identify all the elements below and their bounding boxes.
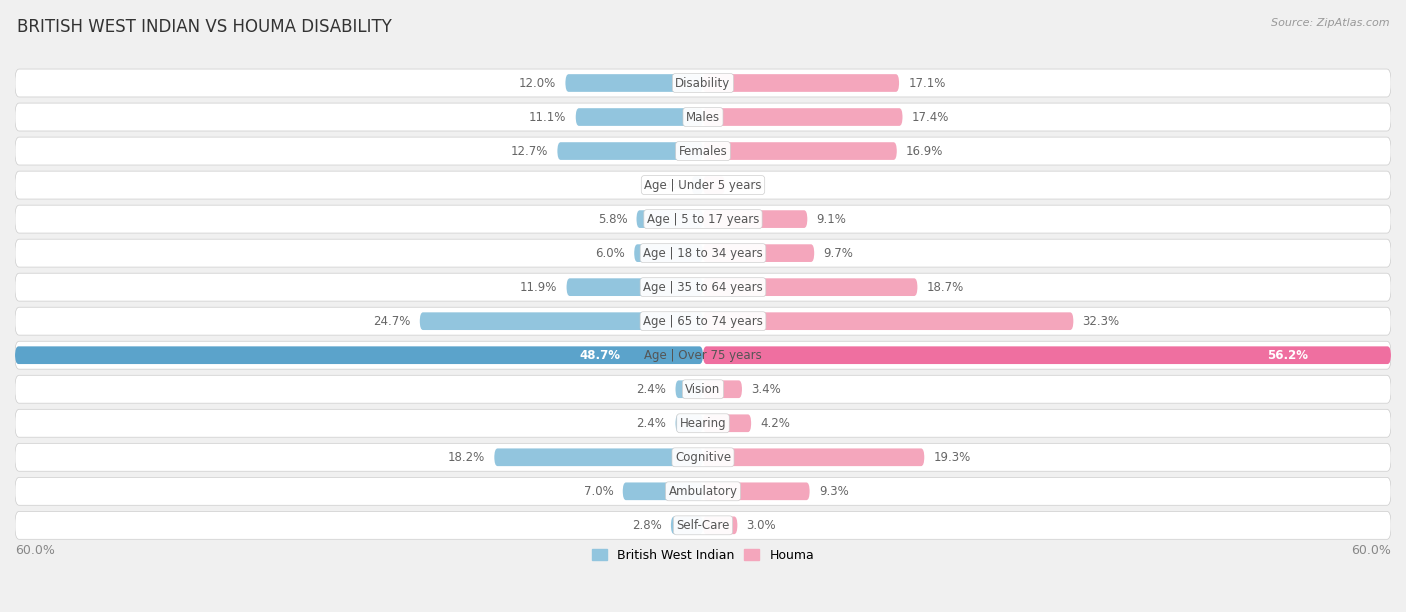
FancyBboxPatch shape (15, 375, 1391, 403)
FancyBboxPatch shape (703, 449, 924, 466)
Text: 60.0%: 60.0% (1351, 545, 1391, 558)
FancyBboxPatch shape (15, 69, 1391, 97)
Text: 9.3%: 9.3% (818, 485, 849, 498)
FancyBboxPatch shape (15, 477, 1391, 506)
Text: 18.2%: 18.2% (449, 451, 485, 464)
Text: Self-Care: Self-Care (676, 519, 730, 532)
Text: 48.7%: 48.7% (579, 349, 620, 362)
Text: Age | 65 to 74 years: Age | 65 to 74 years (643, 315, 763, 327)
FancyBboxPatch shape (703, 142, 897, 160)
FancyBboxPatch shape (637, 211, 703, 228)
FancyBboxPatch shape (634, 244, 703, 262)
Text: 6.0%: 6.0% (595, 247, 626, 259)
FancyBboxPatch shape (623, 482, 703, 500)
Text: 0.99%: 0.99% (645, 179, 682, 192)
Text: 12.7%: 12.7% (510, 144, 548, 157)
Text: Hearing: Hearing (679, 417, 727, 430)
FancyBboxPatch shape (15, 137, 1391, 165)
FancyBboxPatch shape (15, 443, 1391, 471)
Text: 60.0%: 60.0% (15, 545, 55, 558)
Text: 7.0%: 7.0% (583, 485, 613, 498)
Text: 11.1%: 11.1% (529, 111, 567, 124)
FancyBboxPatch shape (671, 517, 703, 534)
Text: BRITISH WEST INDIAN VS HOUMA DISABILITY: BRITISH WEST INDIAN VS HOUMA DISABILITY (17, 18, 392, 36)
Text: Males: Males (686, 111, 720, 124)
Text: 9.7%: 9.7% (824, 247, 853, 259)
Text: 12.0%: 12.0% (519, 76, 557, 89)
FancyBboxPatch shape (15, 409, 1391, 437)
Text: 5.8%: 5.8% (598, 212, 627, 226)
FancyBboxPatch shape (565, 74, 703, 92)
Legend: British West Indian, Houma: British West Indian, Houma (586, 544, 820, 567)
Text: Cognitive: Cognitive (675, 451, 731, 464)
FancyBboxPatch shape (15, 171, 1391, 199)
Text: 32.3%: 32.3% (1083, 315, 1119, 327)
FancyBboxPatch shape (557, 142, 703, 160)
Text: 3.4%: 3.4% (751, 382, 780, 396)
Text: 3.0%: 3.0% (747, 519, 776, 532)
FancyBboxPatch shape (15, 512, 1391, 539)
Text: 2.4%: 2.4% (637, 417, 666, 430)
Text: 4.2%: 4.2% (761, 417, 790, 430)
Text: 56.2%: 56.2% (1267, 349, 1309, 362)
Text: 11.9%: 11.9% (520, 281, 557, 294)
FancyBboxPatch shape (420, 312, 703, 330)
FancyBboxPatch shape (15, 307, 1391, 335)
Text: Age | 35 to 64 years: Age | 35 to 64 years (643, 281, 763, 294)
FancyBboxPatch shape (675, 414, 703, 432)
FancyBboxPatch shape (575, 108, 703, 126)
Text: 2.4%: 2.4% (637, 382, 666, 396)
Text: 24.7%: 24.7% (373, 315, 411, 327)
FancyBboxPatch shape (703, 74, 898, 92)
FancyBboxPatch shape (703, 211, 807, 228)
Text: 17.4%: 17.4% (911, 111, 949, 124)
FancyBboxPatch shape (703, 414, 751, 432)
Text: Disability: Disability (675, 76, 731, 89)
Text: 2.8%: 2.8% (631, 519, 662, 532)
FancyBboxPatch shape (15, 239, 1391, 267)
Text: Vision: Vision (685, 382, 721, 396)
FancyBboxPatch shape (15, 205, 1391, 233)
FancyBboxPatch shape (15, 273, 1391, 301)
Text: 19.3%: 19.3% (934, 451, 970, 464)
FancyBboxPatch shape (15, 346, 703, 364)
FancyBboxPatch shape (675, 381, 703, 398)
Text: Source: ZipAtlas.com: Source: ZipAtlas.com (1271, 18, 1389, 28)
FancyBboxPatch shape (703, 482, 810, 500)
Text: 17.1%: 17.1% (908, 76, 946, 89)
FancyBboxPatch shape (703, 244, 814, 262)
Text: Age | Under 5 years: Age | Under 5 years (644, 179, 762, 192)
FancyBboxPatch shape (15, 103, 1391, 131)
FancyBboxPatch shape (703, 381, 742, 398)
FancyBboxPatch shape (692, 176, 703, 194)
FancyBboxPatch shape (495, 449, 703, 466)
Text: 18.7%: 18.7% (927, 281, 965, 294)
Text: 16.9%: 16.9% (905, 144, 943, 157)
FancyBboxPatch shape (703, 517, 737, 534)
Text: 9.1%: 9.1% (817, 212, 846, 226)
FancyBboxPatch shape (15, 341, 1391, 369)
FancyBboxPatch shape (703, 108, 903, 126)
Text: Age | 5 to 17 years: Age | 5 to 17 years (647, 212, 759, 226)
FancyBboxPatch shape (703, 278, 918, 296)
FancyBboxPatch shape (703, 176, 724, 194)
Text: Age | Over 75 years: Age | Over 75 years (644, 349, 762, 362)
FancyBboxPatch shape (567, 278, 703, 296)
Text: Females: Females (679, 144, 727, 157)
FancyBboxPatch shape (703, 312, 1073, 330)
Text: 1.9%: 1.9% (734, 179, 763, 192)
Text: Age | 18 to 34 years: Age | 18 to 34 years (643, 247, 763, 259)
Text: Ambulatory: Ambulatory (668, 485, 738, 498)
FancyBboxPatch shape (703, 346, 1391, 364)
